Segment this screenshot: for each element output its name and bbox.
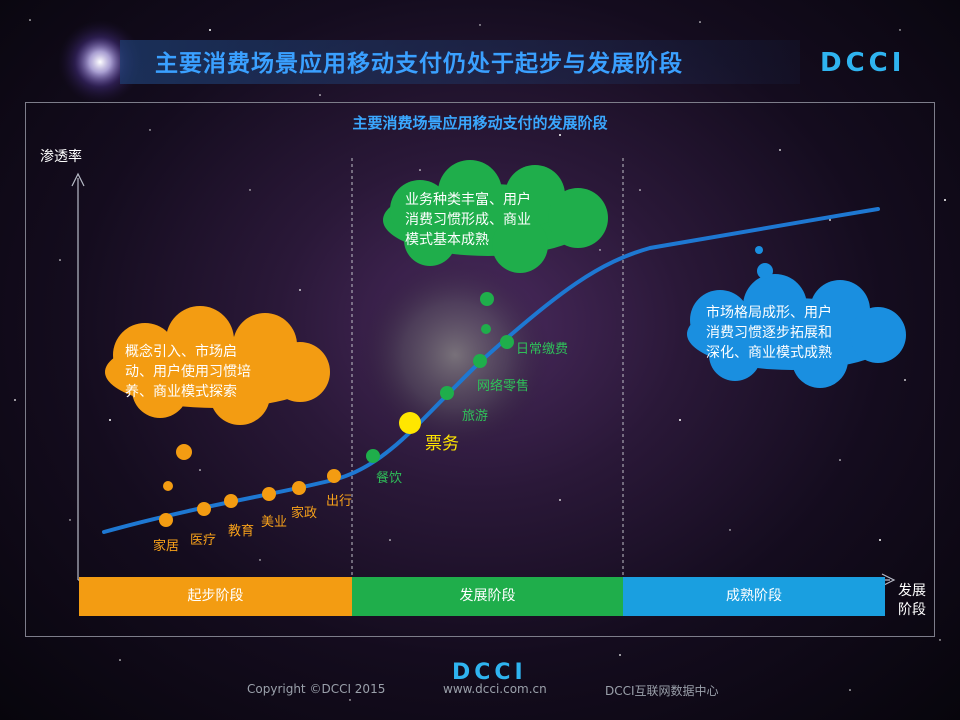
cloud-mature <box>687 246 906 388</box>
footer-organization: DCCI互联网数据中心 <box>605 684 719 698</box>
cloud-startup <box>105 306 330 491</box>
cloud-mature-text: 市场格局成形、用户 消费习惯逐步拓展和 深化、商业模式成熟 <box>706 303 832 363</box>
dot-online-retail <box>473 354 487 368</box>
label-ticketing: 票务 <box>425 434 459 454</box>
label-home: 家居 <box>153 539 180 554</box>
footer-website-link[interactable]: www.dcci.com.cn <box>443 682 547 696</box>
title-banner <box>120 40 800 84</box>
stage-startup-label: 起步阶段 <box>187 588 244 604</box>
dot-travel-commute <box>327 469 341 483</box>
dot-ticketing <box>399 412 421 434</box>
stage-mature-label: 成熟阶段 <box>726 588 782 604</box>
dot-tourism <box>440 386 454 400</box>
y-axis-arrow-icon <box>71 172 85 187</box>
cloud-startup-text: 概念引入、市场启 动、用户使用习惯培 养、商业模式探索 <box>125 342 251 402</box>
diagram-frame <box>25 102 935 637</box>
cloud-startup-line: 动、用户使用习惯培 <box>125 364 251 380</box>
dot-catering <box>366 449 380 463</box>
cloud-development-line: 模式基本成熟 <box>405 232 489 248</box>
dot-medical <box>197 502 211 516</box>
x-axis-label-line2: 阶段 <box>898 602 926 618</box>
stage-development: 发展阶段 <box>352 577 623 616</box>
cloud-development-line: 消费习惯形成、商业 <box>405 212 531 228</box>
cloud-startup-line: 概念引入、市场启 <box>125 344 237 360</box>
cloud-mature-line: 深化、商业模式成熟 <box>706 345 832 361</box>
cloud-startup-line: 养、商业模式探索 <box>125 384 237 400</box>
label-tourism: 旅游 <box>462 409 489 424</box>
stage-startup: 起步阶段 <box>79 577 352 616</box>
label-utility-payment: 日常缴费 <box>516 342 569 357</box>
cloud-mature-line: 消费习惯逐步拓展和 <box>706 325 832 341</box>
y-axis-label: 渗透率 <box>40 149 82 165</box>
footer-copyright: Copyright ©DCCI 2015 <box>247 682 386 696</box>
stage-mature: 成熟阶段 <box>623 577 885 616</box>
page-title: 主要消费场景应用移动支付仍处于起步与发展阶段 <box>155 51 683 77</box>
label-beauty: 美业 <box>261 515 288 530</box>
label-online-retail: 网络零售 <box>477 379 530 394</box>
diagram-title: 主要消费场景应用移动支付的发展阶段 <box>352 114 608 132</box>
cloud-development <box>383 160 608 334</box>
dot-education <box>224 494 238 508</box>
dot-housekeeping <box>292 481 306 495</box>
label-travel-commute: 出行 <box>326 494 353 509</box>
footer-dcci-logo: DCCI <box>452 660 527 685</box>
x-axis-label: 发展 阶段 <box>898 582 926 620</box>
x-axis-label-line1: 发展 <box>898 583 926 599</box>
cloud-development-text: 业务种类丰富、用户 消费习惯形成、商业 模式基本成熟 <box>405 190 531 250</box>
dot-utility-payment <box>500 335 514 349</box>
dot-home <box>159 513 173 527</box>
label-education: 教育 <box>228 524 255 539</box>
x-axis-arrow-icon <box>881 573 896 587</box>
stage-development-label: 发展阶段 <box>459 588 516 604</box>
dot-beauty <box>262 487 276 501</box>
label-housekeeping: 家政 <box>291 506 318 521</box>
label-medical: 医疗 <box>190 533 217 548</box>
cloud-development-line: 业务种类丰富、用户 <box>405 192 531 208</box>
cloud-mature-line: 市场格局成形、用户 <box>706 305 832 321</box>
label-catering: 餐饮 <box>376 471 403 486</box>
dcci-logo: DCCI <box>820 48 906 78</box>
